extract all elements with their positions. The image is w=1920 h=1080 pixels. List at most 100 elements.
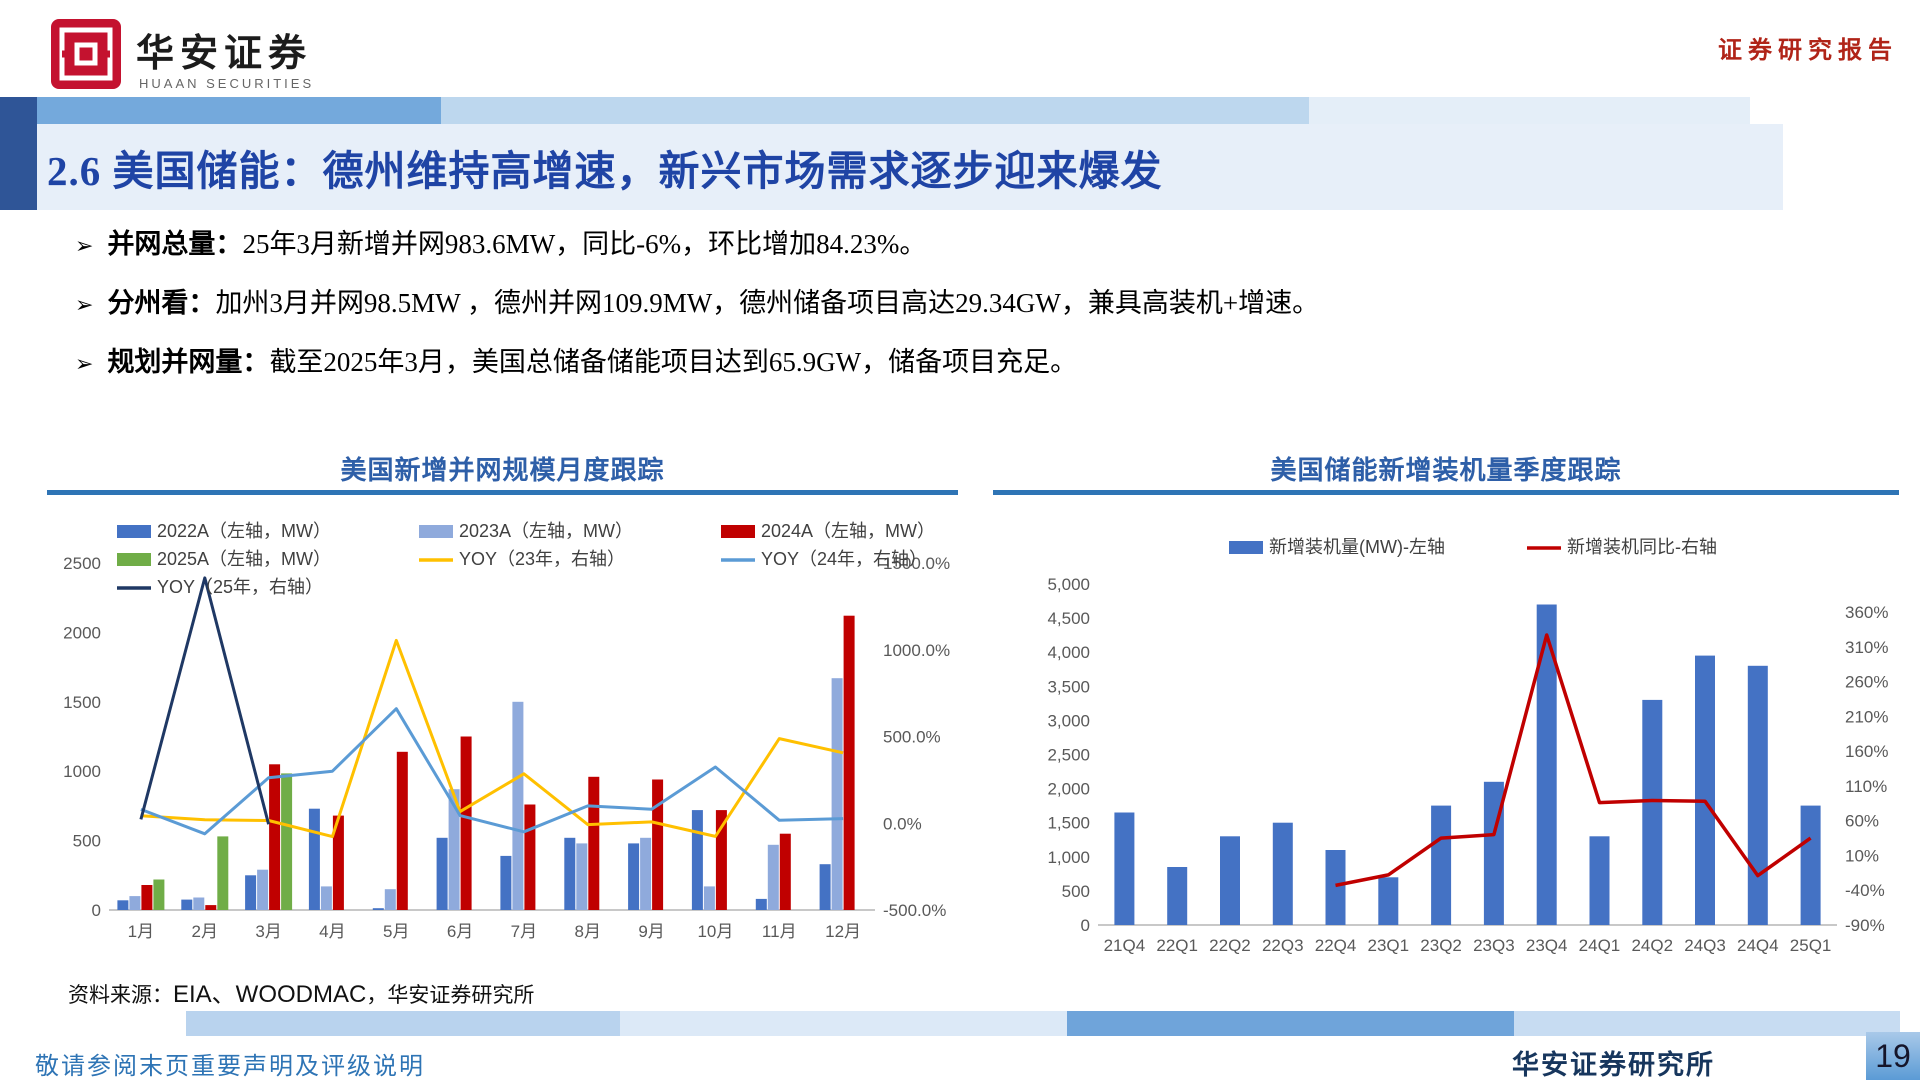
right-axis-tick: -40% [1845,881,1885,900]
bar [1220,836,1240,925]
left-axis-tick: 3,500 [1047,677,1090,696]
bar [1325,850,1346,925]
bar [755,898,767,910]
bar [564,837,576,910]
arrow-bullet-icon: ➢ [75,293,94,318]
x-axis-label: 25Q1 [1790,936,1832,955]
bar [153,879,165,910]
bar [372,908,384,910]
footer-band-segment-3 [1067,1011,1514,1036]
bar [281,773,293,910]
source-suffix: ，华安证券研究所 [366,983,535,1007]
left-axis-tick: 4,000 [1047,643,1090,662]
bar [779,833,791,910]
footer-band-segment-2 [620,1011,1067,1036]
bar [1747,665,1768,925]
bullet-text: 截至2025年3月，美国总储备储能项目达到65.9GW，储备项目充足。 [269,347,1078,377]
bullet-label: 并网总量： [107,229,243,259]
logo-company-name: 华安证券 [136,33,313,75]
right-axis-tick: 360% [1845,603,1888,622]
legend-label: 2022A（左轴，MW） [157,521,331,541]
right-axis-tick: 1000.0% [883,641,950,660]
title-band-segment-3 [1309,97,1750,124]
x-axis-label: 10月 [697,922,733,941]
arrow-bullet-icon: ➢ [75,234,94,259]
quarterly-chart-rule [993,490,1899,495]
line-series [139,576,271,825]
x-axis-label: 24Q2 [1631,936,1673,955]
right-axis-tick: 1500.0% [883,554,950,573]
bar [332,815,344,910]
bar [1695,655,1715,925]
bar [652,779,664,910]
monthly-chart-rule [47,490,958,495]
bullet-list: ➢ 并网总量：25年3月新增并网983.6MW，同比-6%，环比增加84.23%。… [75,216,1875,393]
left-axis-tick: 5,000 [1047,575,1090,594]
bar [1589,836,1610,925]
bar [819,864,831,910]
right-axis-tick: 310% [1845,638,1888,657]
left-axis-tick: 1500 [63,693,101,712]
legend-swatch [117,553,151,566]
bar [512,701,524,910]
legend-swatch [1229,541,1263,554]
left-axis-tick: 0 [92,901,101,920]
legend-label: YOY（25年，右轴） [157,577,323,597]
x-axis-label: 21Q4 [1104,936,1146,955]
left-axis-tick: 4,500 [1047,609,1090,628]
bullet-text: 加州3月并网98.5MW ，德州并网109.9MW，德州储备项目高达29.34G… [215,288,1320,318]
bar [1431,805,1452,925]
bar [193,897,205,910]
right-axis-tick: 10% [1845,846,1879,865]
bar [1800,805,1821,925]
arrow-bullet-icon: ➢ [75,352,94,377]
x-axis-label: 2月 [192,922,218,941]
bar [117,900,129,910]
left-axis-tick: 0 [1081,916,1090,935]
left-axis-tick: 500 [73,832,101,851]
x-axis-label: 22Q2 [1209,936,1251,955]
left-axis-tick: 2500 [63,554,101,573]
huaan-logo-icon [51,19,121,89]
x-axis-label: 24Q4 [1737,936,1779,955]
bar [831,678,843,910]
bar [308,808,320,910]
bar [436,837,448,910]
bar [715,810,727,910]
bar [524,804,536,910]
bar [257,869,269,910]
source-names: EIA、WOODMAC [173,981,367,1008]
bar [320,886,332,910]
left-axis-tick: 3,000 [1047,711,1090,730]
right-axis-tick: 260% [1845,673,1888,692]
x-axis-label: 22Q3 [1262,936,1304,955]
left-axis-tick: 1,000 [1047,848,1090,867]
bar [576,843,588,910]
x-axis-label: 23Q1 [1368,936,1410,955]
page-title: 2.6 美国储能：德州维持高增速，新兴市场需求逐步迎来爆发 [47,148,1163,194]
title-accent-bar [0,97,37,210]
x-axis-label: 23Q2 [1420,936,1462,955]
legend-swatch [117,525,151,538]
monthly-grid-connection-chart: 0 500 1000 1500 2000 2500 -500.0% 0.0% 500.0% 100… [63,521,950,941]
x-axis-label: 23Q4 [1526,936,1568,955]
bar [1378,877,1399,925]
bar [640,837,652,910]
bar [843,615,855,910]
bar [460,736,472,910]
bar [691,810,703,910]
line-series [140,638,844,839]
x-axis-label: 23Q3 [1473,936,1515,955]
bar [217,836,229,910]
legend-label: YOY（24年，右轴） [761,549,927,569]
monthly-chart-title: 美国新增并网规模月度跟踪 [340,456,665,485]
left-axis-tick: 2000 [63,623,101,642]
legend-label: 新增装机同比-右轴 [1567,537,1717,557]
legend-label: 2023A（左轴，MW） [459,521,633,541]
bullet-text: 25年3月新增并网983.6MW，同比-6%，环比增加84.23%。 [242,229,927,259]
bar [269,764,281,910]
legend-label: YOY（23年，右轴） [459,549,625,569]
x-axis-label: 24Q3 [1684,936,1726,955]
line-series [1335,633,1812,888]
x-axis-label: 12月 [825,922,861,941]
